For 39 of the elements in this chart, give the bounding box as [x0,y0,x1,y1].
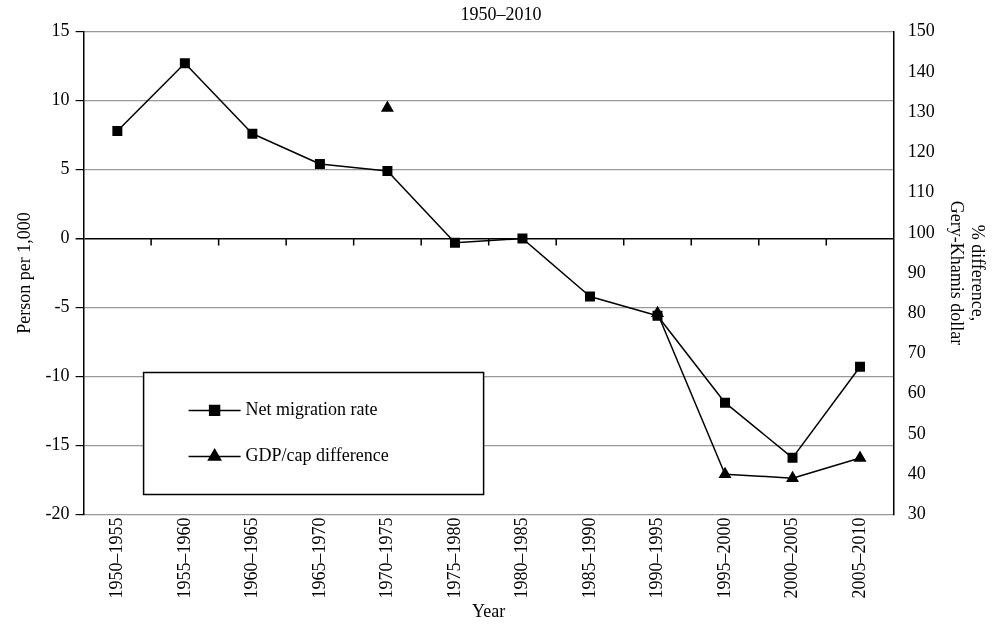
y2-tick-label: 40 [907,462,926,483]
y2-tick-label: 130 [907,100,935,121]
x-tick-label: 1975–1980 [443,517,464,599]
y2-tick-label: 150 [907,20,935,41]
y2-tick-label: 50 [907,422,926,443]
y-tick-label: -15 [45,434,70,455]
y-tick-label: -10 [45,365,70,386]
y-tick-label: 0 [60,227,70,248]
y2-axis-title: % difference, Gery-Khamis dollar [946,200,989,346]
legend-label: Net migration rate [245,399,378,420]
x-tick-label: 1990–1995 [646,517,667,599]
chart-title: 1950–2010 [460,3,542,24]
x-tick-label: 1980–1985 [511,517,532,599]
y2-tick-label: 70 [907,342,926,363]
y-axis-title: Person per 1,000 [13,212,34,334]
y-tick-label: 5 [60,158,70,179]
x-tick-label: 2000–2005 [781,517,802,599]
legend-label: GDP/cap difference [245,445,389,466]
y2-tick-label: 100 [907,221,935,242]
x-axis-title: Year [472,600,506,621]
x-tick-label: 1985–1990 [578,517,599,599]
y-tick-label: 15 [51,20,70,41]
x-tick-label: 1960–1965 [241,517,262,599]
y-tick-label: -5 [54,296,70,317]
x-tick-label: 1965–1970 [308,517,329,599]
x-tick-label: 1950–1955 [106,517,127,599]
y2-tick-label: 80 [907,301,926,322]
y2-tick-label: 110 [907,181,935,202]
x-tick-label: 1955–1960 [173,517,194,599]
y2-tick-label: 120 [907,141,935,162]
y2-tick-label: 60 [907,382,926,403]
x-tick-label: 1970–1975 [376,517,397,599]
x-tick-label: 1995–2000 [713,517,734,599]
y2-tick-label: 90 [907,261,926,282]
y-tick-label: 10 [51,89,70,110]
y2-tick-label: 140 [907,60,935,81]
y-tick-label: -20 [45,503,70,524]
y2-tick-label: 30 [907,503,926,524]
x-tick-label: 2005–2010 [848,517,869,599]
